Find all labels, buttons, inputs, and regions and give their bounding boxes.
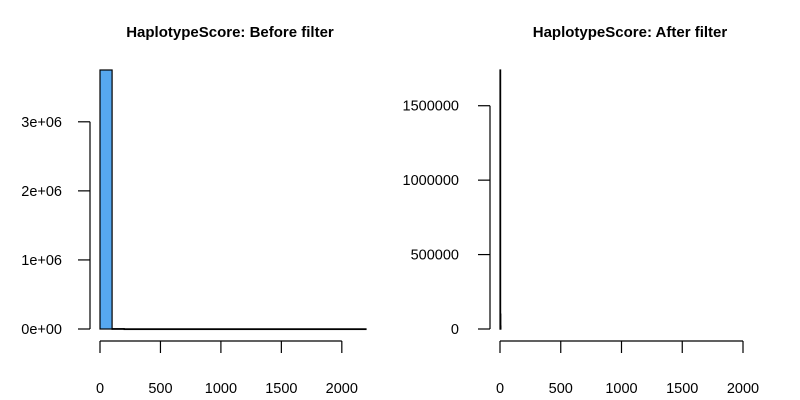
histogram-bar bbox=[111, 328, 125, 330]
y-axis: 0 500000 1000000 1500000 bbox=[403, 99, 491, 338]
histogram-bar bbox=[499, 325, 502, 330]
panel-after-filter: HaplotypeScore: After filter 0 500000 1000… bbox=[403, 24, 760, 397]
panel-title: HaplotypeScore: After filter bbox=[533, 24, 728, 41]
y-tick-label: 1500000 bbox=[403, 99, 459, 115]
y-tick-label: 0e+00 bbox=[21, 322, 62, 338]
x-tick-label: 1000 bbox=[605, 381, 637, 397]
x-tick-label: 1500 bbox=[265, 381, 297, 397]
x-axis: 0 500 1000 1500 2000 bbox=[496, 340, 759, 397]
x-tick-label: 500 bbox=[549, 381, 573, 397]
x-tick-label: 1500 bbox=[666, 381, 698, 397]
y-axis: 0e+00 1e+06 2e+06 3e+06 bbox=[21, 115, 91, 338]
x-tick-label: 1000 bbox=[205, 381, 237, 397]
x-axis: 0 500 1000 1500 2000 bbox=[96, 340, 358, 397]
y-tick-label: 1000000 bbox=[403, 173, 459, 189]
x-tick-label: 500 bbox=[148, 381, 172, 397]
y-tick-label: 1e+06 bbox=[21, 253, 62, 269]
x-tick-label: 2000 bbox=[326, 381, 358, 397]
x-tick-label: 0 bbox=[496, 381, 504, 397]
panel-title: HaplotypeScore: Before filter bbox=[126, 24, 334, 41]
y-tick-label: 2e+06 bbox=[21, 184, 62, 200]
histogram-bars bbox=[499, 69, 502, 330]
histogram-bars bbox=[99, 69, 367, 331]
panel-before-filter: HaplotypeScore: Before filter 0e+00 1e+06… bbox=[21, 24, 367, 397]
histogram-bar bbox=[499, 69, 502, 330]
x-tick-label: 0 bbox=[96, 381, 104, 397]
histogram-bar bbox=[99, 69, 113, 330]
histogram-bar bbox=[123, 328, 367, 331]
y-tick-label: 3e+06 bbox=[21, 115, 62, 131]
x-tick-label: 2000 bbox=[727, 381, 759, 397]
y-tick-label: 500000 bbox=[411, 248, 459, 264]
y-tick-label: 0 bbox=[451, 322, 459, 338]
